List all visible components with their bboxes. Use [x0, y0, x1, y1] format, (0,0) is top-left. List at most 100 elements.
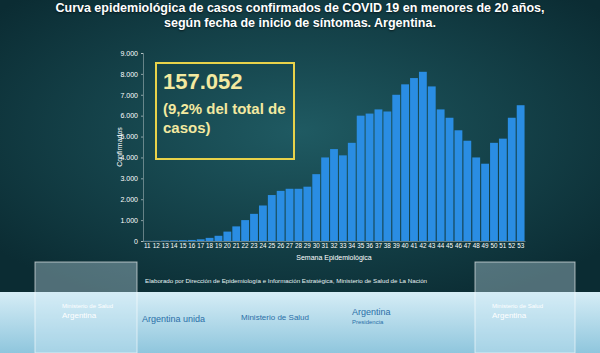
podium: [35, 262, 137, 353]
y-tick: 4.000: [120, 154, 143, 161]
x-tick-label: 36: [366, 242, 374, 249]
bar: [366, 114, 374, 241]
y-tick-mark: [141, 178, 143, 179]
x-tick: 33: [339, 241, 347, 249]
x-tick: 43: [428, 241, 436, 249]
x-tick: 42: [419, 241, 427, 249]
x-tick-label: 38: [384, 242, 392, 249]
bar: [499, 139, 507, 241]
x-tick: 21: [233, 241, 241, 249]
bar: [223, 232, 231, 241]
x-tick-label: 12: [153, 242, 161, 249]
bar: [419, 72, 427, 241]
y-tick: 2.000: [120, 196, 143, 203]
x-tick: 41: [410, 241, 418, 249]
y-tick: 3.000: [120, 175, 143, 182]
bar: [303, 187, 311, 241]
bar: [348, 143, 356, 241]
x-tick: 51: [499, 241, 507, 249]
y-tick-mark: [141, 199, 143, 200]
x-tick: 20: [224, 241, 232, 249]
x-tick: 39: [393, 241, 401, 249]
x-tick-label: 22: [242, 242, 250, 249]
x-tick-label: 13: [162, 242, 170, 249]
y-tick-label: 2.000: [120, 196, 138, 203]
bar: [232, 226, 240, 241]
footer-logo: Ministerio de Salud: [241, 313, 309, 322]
x-tick: 53: [517, 241, 525, 249]
bar: [206, 238, 214, 241]
x-tick: 50: [490, 241, 498, 249]
x-tick-label: 37: [375, 242, 383, 249]
bar: [321, 157, 329, 241]
y-tick-label: 3.000: [120, 175, 138, 182]
screen: [0, 0, 600, 292]
x-tick-label: 15: [179, 242, 187, 249]
bar: [508, 118, 516, 241]
x-tick: 18: [206, 241, 214, 249]
y-tick: 9.000: [120, 50, 143, 57]
x-tick-label: 16: [188, 242, 196, 249]
bar: [428, 86, 436, 241]
x-tick-label: 32: [330, 242, 338, 249]
x-tick-label: 18: [206, 242, 214, 249]
x-tick: 23: [251, 241, 259, 249]
x-tick: 14: [171, 241, 179, 249]
bar: [152, 240, 160, 241]
x-tick-label: 25: [268, 242, 276, 249]
x-tick-label: 48: [473, 242, 481, 249]
y-tick-mark: [141, 95, 143, 96]
bar: [410, 78, 418, 241]
footer-logo: Argentina unida: [142, 314, 205, 324]
y-tick-label: 6.000: [120, 112, 138, 119]
x-tick-label: 34: [348, 242, 356, 249]
x-tick-label: 52: [508, 242, 516, 249]
x-tick: 28: [295, 241, 303, 249]
annotation: (9,2% del total de casos): [163, 99, 287, 137]
y-tick-mark: [141, 157, 143, 158]
y-tick-label: 0: [134, 238, 138, 245]
bar: [295, 189, 303, 241]
bar: [312, 174, 320, 241]
y-tick-mark: [141, 74, 143, 75]
bar: [179, 240, 187, 241]
x-tick-label: 11: [144, 242, 151, 249]
x-tick: 48: [473, 241, 481, 249]
bars: [143, 72, 524, 241]
x-tick: 47: [464, 241, 472, 249]
y-tick-mark: [141, 116, 143, 117]
x-tick: 37: [375, 241, 383, 249]
y-tick: 1.000: [120, 217, 143, 224]
podium: [475, 262, 575, 353]
bar: [401, 84, 409, 241]
x-tick-label: 49: [482, 242, 490, 249]
bar: [268, 195, 276, 241]
x-tick-label: 46: [455, 242, 463, 249]
x-tick: 13: [162, 241, 170, 249]
source: Elaborado por Dirección de Epidemiología…: [145, 277, 428, 284]
x-tick: 11: [144, 241, 151, 249]
bar: [472, 157, 480, 241]
bar: [446, 118, 454, 241]
x-tick: 45: [446, 241, 454, 249]
bar: [259, 205, 267, 241]
y-tick-mark: [141, 241, 143, 242]
x-tick-label: 14: [171, 242, 179, 249]
bar: [339, 155, 347, 241]
y-tick-mark: [141, 220, 143, 221]
x-tick: 44: [437, 241, 445, 249]
x-tick: 25: [268, 241, 276, 249]
x-tick-label: 30: [313, 242, 321, 249]
x-tick: 22: [242, 241, 250, 249]
bar: [241, 220, 249, 241]
y-tick: 0: [134, 238, 143, 245]
bar: [463, 141, 471, 241]
y-axis-title: Confirmados: [116, 127, 123, 167]
x-tick: 17: [197, 241, 205, 249]
title: Curva epidemiológica de casos confirmado…: [50, 1, 550, 31]
bar: [170, 240, 178, 241]
x-tick: 12: [153, 241, 161, 249]
x-tick-label: 51: [499, 242, 507, 249]
x-tick: 29: [304, 241, 312, 249]
bar: [392, 95, 400, 241]
